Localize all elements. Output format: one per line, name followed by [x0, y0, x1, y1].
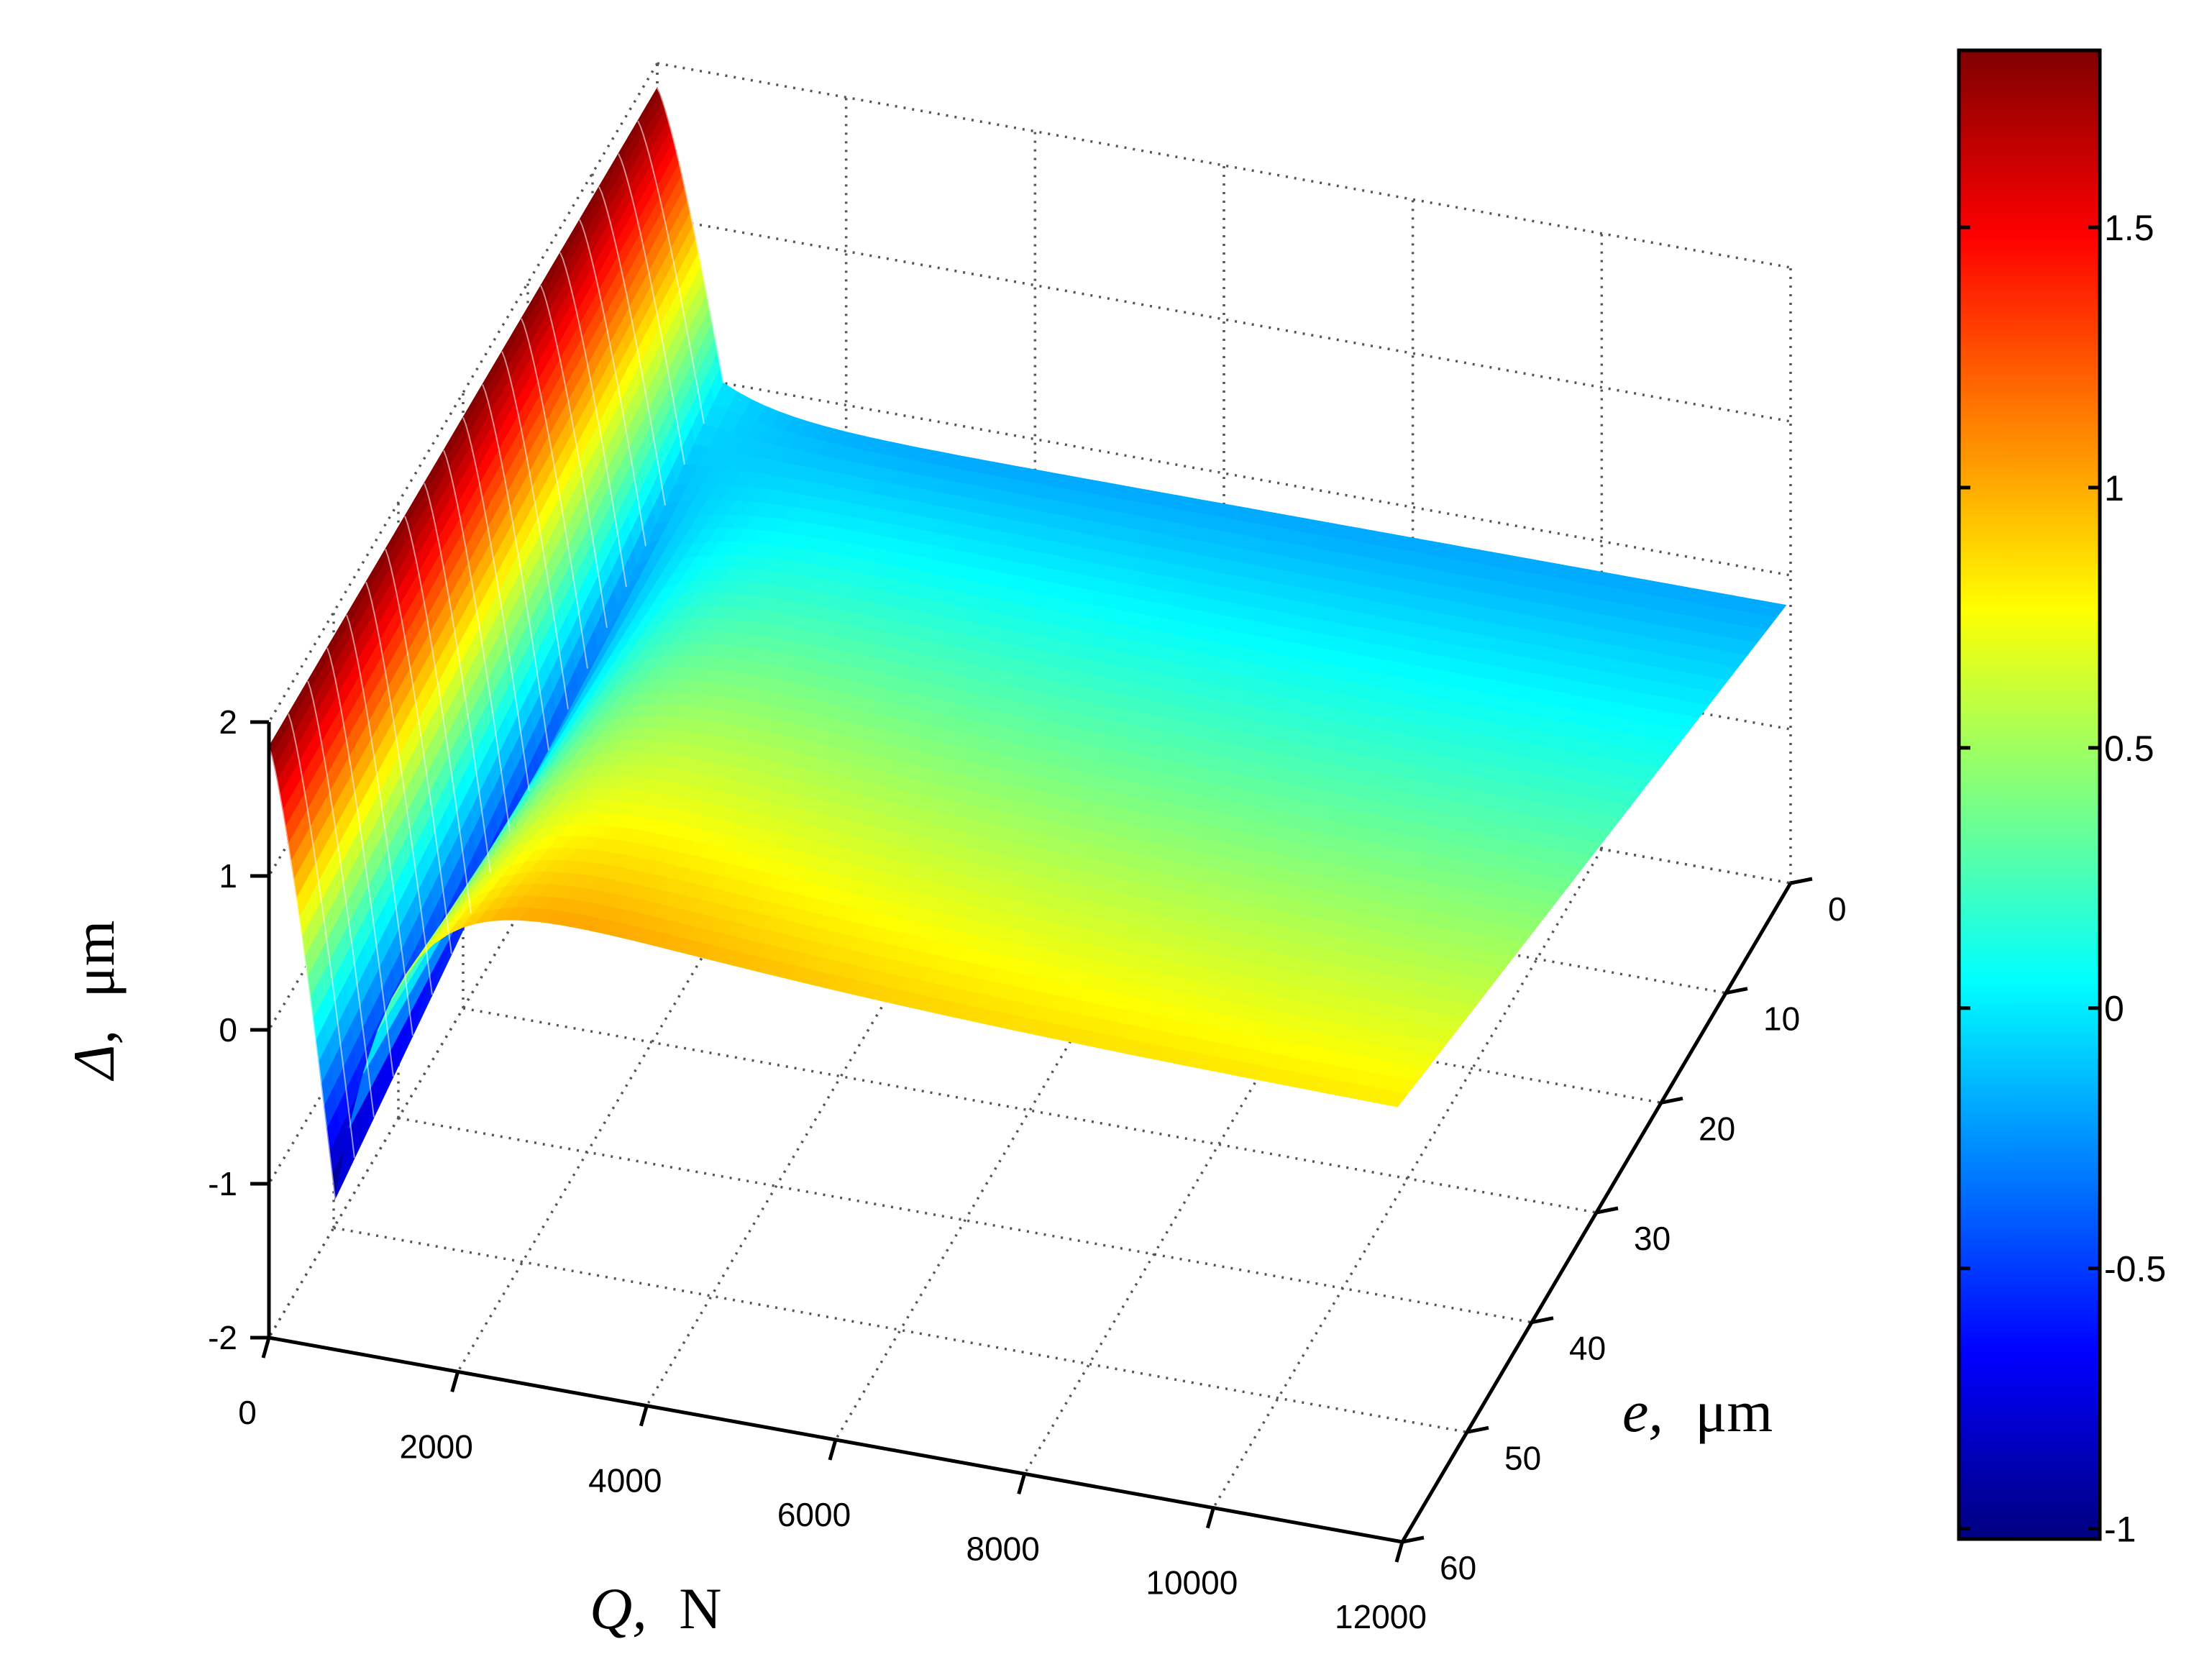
y-tick-label: 10 [1763, 1000, 1800, 1038]
back-wall-grid-line [657, 370, 1791, 577]
x-axis-title: Q, N [590, 1576, 721, 1641]
x-tick-mark [639, 1405, 649, 1427]
z-tick-label: 0 [219, 1011, 237, 1049]
x-tick-label: 0 [238, 1394, 257, 1431]
y-tick-label: 30 [1634, 1220, 1671, 1257]
back-wall-grid-line [657, 216, 1791, 423]
floor-grid-line [462, 1007, 1597, 1214]
x-tick-mark [828, 1439, 838, 1461]
surface-plot [268, 86, 1787, 1200]
y-tick-label: 60 [1440, 1549, 1476, 1587]
x-tick-label: 4000 [588, 1462, 662, 1499]
back-wall-grid-line [657, 62, 1791, 269]
colorbar-gradient [1959, 50, 2100, 1539]
x-tick-label: 6000 [777, 1496, 851, 1533]
colorbar-tick-label: 1.5 [2104, 208, 2154, 248]
z-tick-label: 1 [219, 857, 237, 895]
z-tick-label: 2 [219, 703, 237, 741]
y-tick-label: 40 [1569, 1330, 1606, 1367]
colorbar-tick-label: 1 [2104, 468, 2124, 508]
z-axis-unit: μm [61, 921, 127, 998]
z-axis-symbol: Δ, [61, 1030, 127, 1082]
x-tick-mark [450, 1371, 460, 1393]
x-tick-label: 2000 [399, 1428, 472, 1465]
x-tick-mark [1205, 1507, 1215, 1529]
z-axis-title: Δ, μm [61, 921, 127, 1082]
colorbar: -1 -0.5 0 0.5 1 1.5 [1957, 48, 2166, 1550]
x-tick-mark [1394, 1541, 1404, 1563]
x-tick-label: 10000 [1146, 1564, 1238, 1602]
colorbar-tick-label: -1 [2104, 1510, 2136, 1550]
y-tick-mark [1790, 877, 1813, 885]
y-tick-label: 20 [1699, 1110, 1735, 1147]
x-tick-label: 8000 [966, 1530, 1039, 1567]
y-axis-symbol: e, [1622, 1379, 1663, 1444]
x-axis-symbol: Q, [590, 1576, 647, 1641]
floor-grid-line [333, 1226, 1468, 1434]
z-tick-label: -1 [208, 1165, 237, 1202]
x-tick-mark [1017, 1473, 1027, 1495]
y-axis-unit: μm [1695, 1379, 1773, 1444]
colorbar-tick-label: 0.5 [2104, 729, 2154, 769]
x-tick-mark [261, 1337, 271, 1359]
y-axis-title: e, μm [1622, 1379, 1773, 1444]
colorbar-tick-label: 0 [2104, 989, 2124, 1029]
y-tick-label: 50 [1504, 1439, 1541, 1476]
x-tick-label: 12000 [1335, 1598, 1427, 1635]
floor-grid-line [398, 1116, 1532, 1324]
z-tick-label: -2 [208, 1319, 237, 1356]
y-tick-label: 0 [1828, 890, 1847, 928]
x-axis-unit: N [679, 1576, 721, 1641]
colorbar-tick-label: -0.5 [2104, 1249, 2166, 1289]
